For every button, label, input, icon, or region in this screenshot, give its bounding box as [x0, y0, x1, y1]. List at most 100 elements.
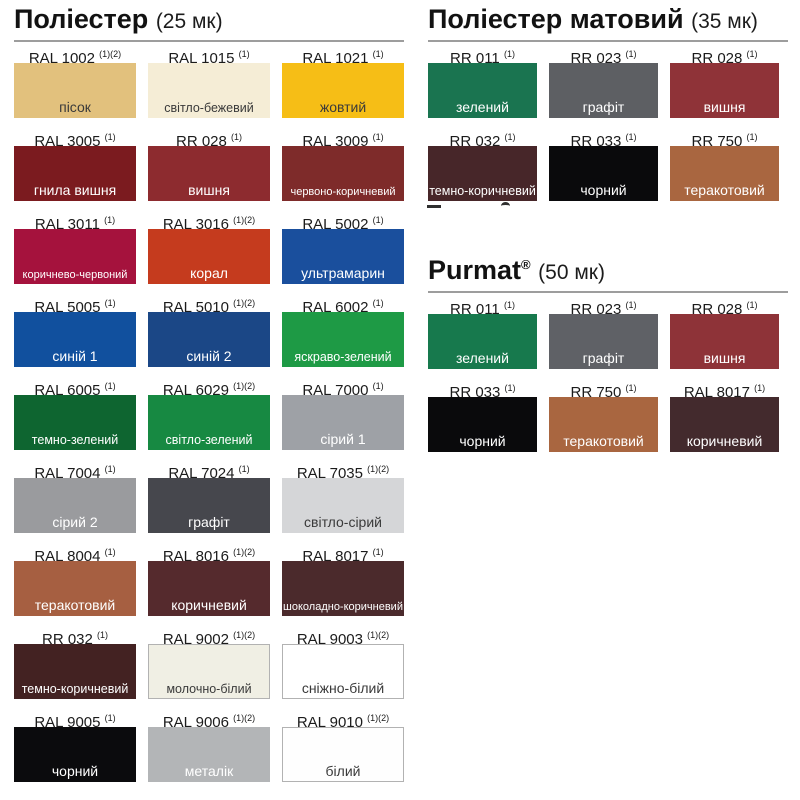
- swatch-name-label: сірий 2: [52, 514, 98, 530]
- section-polyester-matte: Поліестер матовий (35 мк) RR 011 (1) зел…: [428, 4, 788, 201]
- swatch-cell: RAL 9010 (1)(2) білий: [282, 709, 404, 782]
- swatch-name-label: корал: [190, 265, 228, 281]
- swatch-name-label: коричнево-червоний: [22, 269, 128, 281]
- swatch-name-label: темно-коричневий: [429, 184, 536, 198]
- swatch-cell: RAL 6029 (1)(2) світло-зелений: [148, 377, 270, 450]
- swatch-code-label: RAL 6002 (1): [302, 298, 384, 316]
- color-swatch: чорний: [549, 146, 658, 201]
- color-swatch: теракотовий: [549, 397, 658, 452]
- swatch-cell: RR 023 (1) графіт: [549, 45, 658, 118]
- swatch-cell: RR 750 (1) теракотовий: [549, 379, 658, 452]
- swatch-code-label: RR 028 (1): [691, 300, 758, 318]
- section-title-text: Purmat: [428, 255, 522, 285]
- swatch-name-label: зелений: [456, 350, 509, 366]
- swatch-name-label: синій 1: [52, 348, 98, 364]
- color-swatch: ультрамарин: [282, 229, 404, 284]
- swatch-cell: RAL 5010 (1)(2) синій 2: [148, 294, 270, 367]
- swatch-name-label: світло-зелений: [165, 433, 253, 447]
- swatch-code-label: RR 011 (1): [450, 300, 515, 318]
- color-swatch: яскраво-зелений: [282, 312, 404, 367]
- color-swatch: темно-зелений: [14, 395, 136, 450]
- swatch-code-label: RR 032 (1): [41, 630, 109, 648]
- artifact-mark: [501, 202, 510, 210]
- swatch-code-label: RAL 5010 (1)(2): [162, 298, 256, 316]
- swatch-cell: RR 032 (1) темно-коричневий: [428, 128, 537, 201]
- swatch-code-label: RAL 3009 (1): [302, 132, 384, 150]
- title-underline: [428, 40, 788, 42]
- swatch-cell: RR 033 (1) чорний: [549, 128, 658, 201]
- swatch-code-label: RAL 1021 (1): [302, 49, 384, 67]
- swatch-code-label: RAL 9002 (1)(2): [162, 630, 256, 648]
- swatch-code-label: RAL 8004 (1): [34, 547, 116, 565]
- color-swatch: графіт: [549, 314, 658, 369]
- swatch-code-label: RR 033 (1): [449, 383, 516, 401]
- swatch-cell: RAL 8017 (1) коричневий: [670, 379, 779, 452]
- swatch-name-label: ультрамарин: [301, 265, 385, 281]
- swatch-code-label: RAL 9003 (1)(2): [296, 630, 390, 648]
- swatch-code-label: RAL 8016 (1)(2): [162, 547, 256, 565]
- section-polyester-matte-title: Поліестер матовий (35 мк): [428, 4, 788, 37]
- color-swatch: темно-коричневий: [14, 644, 136, 699]
- swatch-name-label: білий: [325, 763, 361, 779]
- swatch-code-label: RAL 9005 (1): [34, 713, 116, 731]
- swatch-code-label: RAL 5002 (1): [302, 215, 384, 233]
- swatch-code-label: RAL 3011 (1): [34, 215, 116, 233]
- swatch-name-label: вишня: [703, 350, 746, 366]
- color-swatch: корал: [148, 229, 270, 284]
- color-swatch: теракотовий: [14, 561, 136, 616]
- swatch-code-label: RR 023 (1): [570, 49, 637, 67]
- swatch-cell: RAL 1015 (1) світло-бежевий: [148, 45, 270, 118]
- swatch-cell: RR 033 (1) чорний: [428, 379, 537, 452]
- swatch-cell: RAL 5005 (1) синій 1: [14, 294, 136, 367]
- swatch-cell: RAL 1021 (1) жовтий: [282, 45, 404, 118]
- swatch-cell: RAL 9005 (1) чорний: [14, 709, 136, 782]
- swatch-grid-polyester-matte: RR 011 (1) зелений RR 023 (1) графіт RR …: [428, 45, 788, 201]
- swatch-name-label: молочно-білий: [166, 682, 252, 696]
- color-swatch: сірий 1: [282, 395, 404, 450]
- swatch-cell: RR 028 (1) вишня: [670, 296, 779, 369]
- swatch-code-label: RAL 1002 (1)(2): [28, 49, 122, 67]
- color-swatch: зелений: [428, 314, 537, 369]
- registered-trademark-symbol: ®: [521, 257, 531, 272]
- swatch-name-label: сніжно-білий: [301, 680, 385, 696]
- swatch-code-label: RAL 7004 (1): [34, 464, 116, 482]
- swatch-code-label: RAL 3016 (1)(2): [162, 215, 256, 233]
- swatch-cell: RR 028 (1) вишня: [148, 128, 270, 201]
- swatch-code-label: RR 028 (1): [175, 132, 243, 150]
- color-swatch: світло-зелений: [148, 395, 270, 450]
- color-swatch: графіт: [148, 478, 270, 533]
- color-swatch: світло-бежевий: [148, 63, 270, 118]
- swatch-cell: RR 011 (1) зелений: [428, 296, 537, 369]
- swatch-cell: RAL 8016 (1)(2) коричневий: [148, 543, 270, 616]
- color-swatch: вишня: [670, 314, 779, 369]
- swatch-cell: RAL 7035 (1)(2) світло-сірий: [282, 460, 404, 533]
- swatch-name-label: синій 2: [186, 348, 232, 364]
- color-swatch: чорний: [14, 727, 136, 782]
- swatch-name-label: яскраво-зелений: [294, 350, 392, 364]
- swatch-code-label: RR 033 (1): [570, 132, 637, 150]
- title-underline: [14, 40, 404, 42]
- swatch-code-label: RAL 7000 (1): [302, 381, 384, 399]
- swatch-cell: RAL 9003 (1)(2) сніжно-білий: [282, 626, 404, 699]
- swatch-name-label: теракотовий: [34, 597, 116, 613]
- color-swatch: теракотовий: [670, 146, 779, 201]
- title-underline: [428, 291, 788, 293]
- swatch-cell: RR 023 (1) графіт: [549, 296, 658, 369]
- swatch-code-label: RAL 1015 (1): [168, 49, 250, 67]
- swatch-cell: RR 750 (1) теракотовий: [670, 128, 779, 201]
- swatch-name-label: графіт: [582, 99, 625, 115]
- swatch-code-label: RAL 8017 (1): [302, 547, 384, 565]
- swatch-code-label: RR 750 (1): [570, 383, 637, 401]
- swatch-name-label: шоколадно-коричневий: [283, 601, 403, 613]
- swatch-code-label: RAL 8017 (1): [683, 383, 766, 401]
- swatch-cell: RAL 3016 (1)(2) корал: [148, 211, 270, 284]
- swatch-name-label: світло-сірий: [304, 514, 382, 530]
- color-swatch: пісок: [14, 63, 136, 118]
- swatch-code-label: RAL 9006 (1)(2): [162, 713, 256, 731]
- section-polyester-title: Поліестер (25 мк): [14, 4, 404, 37]
- swatch-code-label: RAL 6029 (1)(2): [162, 381, 256, 399]
- color-swatch: темно-коричневий: [428, 146, 537, 201]
- section-purmat-title: Purmat® (50 мк): [428, 250, 788, 288]
- color-swatch: білий: [282, 727, 404, 782]
- swatch-name-label: чорний: [51, 763, 99, 779]
